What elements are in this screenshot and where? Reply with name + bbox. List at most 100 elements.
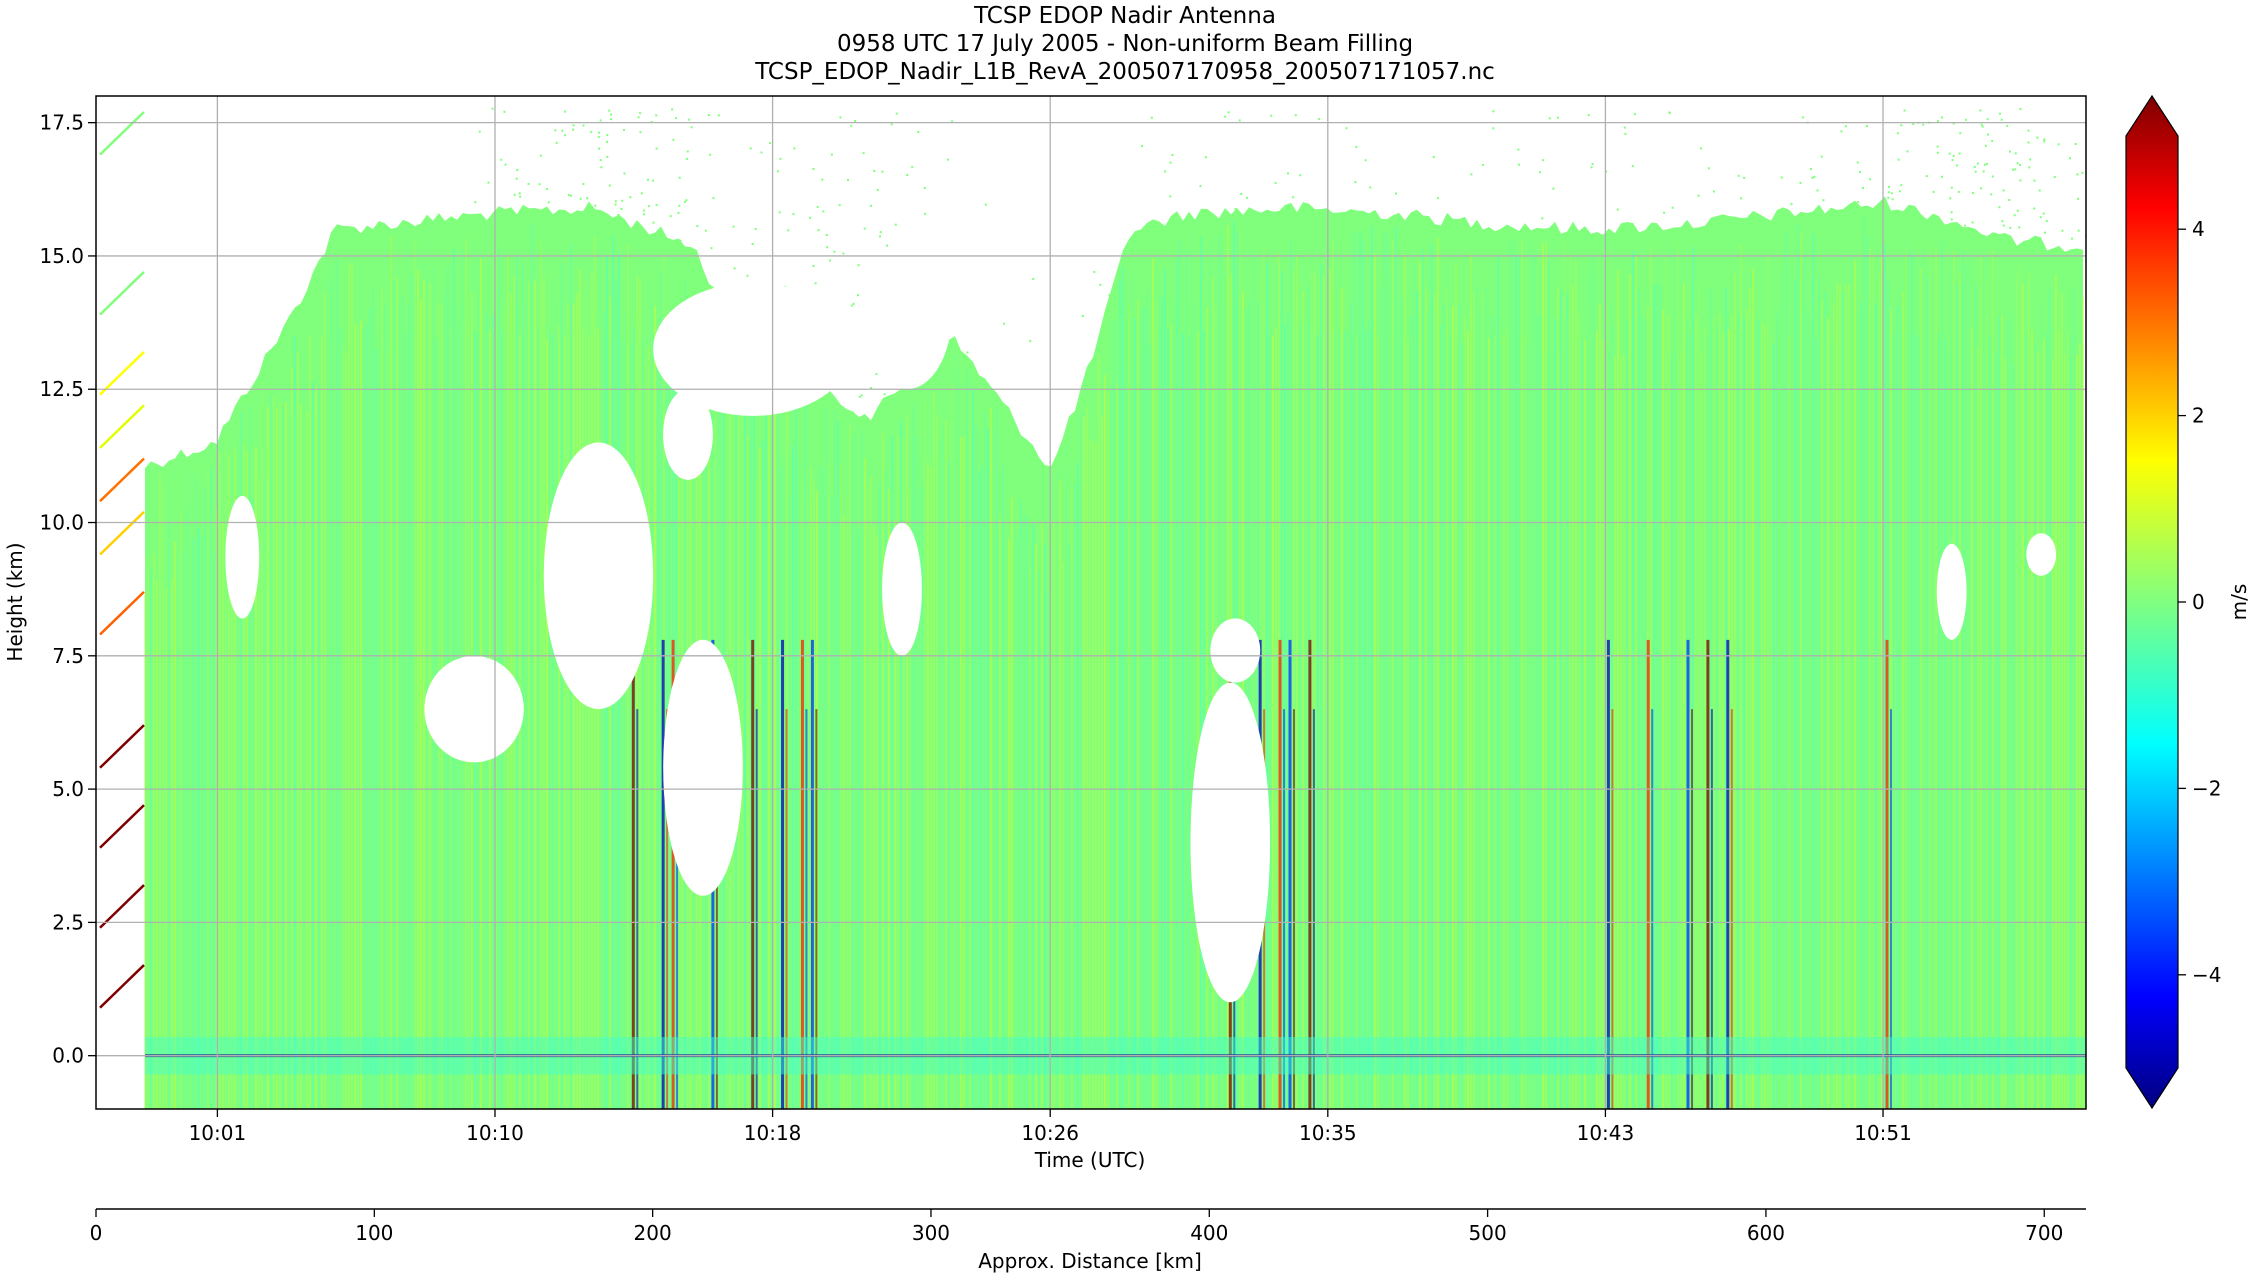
sparse-echo [2019,164,2021,166]
sparse-echo [1633,113,1636,116]
sparse-echo [2036,136,2039,139]
sparse-echo [684,200,686,203]
sparse-echo [503,110,506,113]
sparse-echo [1492,127,1495,130]
sparse-echo [2006,124,2009,127]
sparse-echo [1541,217,1544,220]
sparse-echo [1941,116,1943,119]
sparse-echo [1605,170,1608,173]
echo-gap [1936,543,1967,640]
sparse-echo [1587,114,1590,117]
sparse-echo [518,192,521,195]
sparse-echo [539,154,542,157]
sparse-echo [911,165,914,168]
sparse-echo [1224,115,1227,118]
sparse-echo [839,116,842,119]
sparse-echo [2029,158,2032,161]
echo-gap [1210,618,1261,683]
sparse-echo [1897,158,1900,161]
x-axis-label: Time (UTC) [1034,1148,1146,1172]
sparse-echo [2002,189,2005,192]
sparse-echo [2027,129,2030,132]
sparse-echo [1991,175,1994,178]
sparse-echo [579,197,582,200]
sparse-echo [1936,145,1939,148]
sparse-echo [779,157,782,160]
sparse-echo [646,178,649,181]
sparse-echo [2033,179,2036,182]
sparse-echo [696,225,699,227]
sparse-echo [1957,190,1960,193]
sparse-echo [1663,211,1666,214]
sparse-echo [1364,159,1367,162]
colorbar-tick-label: 2 [2192,404,2205,428]
sparse-echo [572,124,575,127]
sparse-echo [652,179,655,182]
sparse-echo [1985,162,1988,165]
y-tick-label: 2.5 [52,910,84,934]
sparse-echo [678,204,681,207]
sparse-echo [621,199,624,202]
sparse-echo [862,152,865,155]
sparse-echo [527,182,530,185]
sparse-echo [652,221,655,224]
edge-artifact [99,964,145,1009]
sparse-echo [515,177,518,180]
sparse-echo [599,119,602,122]
sparse-echo [1548,117,1551,120]
plot-frame [95,95,2087,1110]
sparse-echo [2002,224,2005,227]
title-line-3: TCSP_EDOP_Nadir_L1B_RevA_200507170958_20… [755,59,1495,85]
sparse-echo [869,204,872,207]
sparse-echo [776,170,779,173]
secondary-tick-label: 700 [2025,1221,2063,1245]
sparse-echo [582,183,585,185]
edge-artifact [99,351,145,396]
edge-artifact [99,111,145,156]
sparse-echo [754,227,757,230]
sparse-echo [598,131,601,134]
sparse-echo [847,179,849,181]
sparse-echo [760,151,763,154]
colorbar-tick-label: −2 [2192,776,2221,800]
sparse-echo [1999,112,2001,115]
secondary-tick-label: 100 [355,1221,393,1245]
sparse-echo [1822,199,1825,202]
sparse-echo [2044,231,2047,234]
sparse-echo [2000,118,2003,121]
sparse-echo [1631,165,1634,168]
sparse-echo [567,193,570,196]
sparse-echo [2043,138,2046,141]
sparse-echo [1199,185,1202,188]
sparse-echo [1354,181,1357,184]
sparse-echo [1979,109,1982,112]
secondary-x-axis: 0 100 200 300 400 500 600 700 Approx. Distance … [90,1208,2086,1273]
sparse-echo [474,201,477,204]
sparse-echo [792,213,795,216]
echo-gap [862,240,952,390]
sparse-echo [2019,179,2022,182]
sparse-echo [812,168,815,170]
sparse-echo [879,231,882,234]
sparse-echo [1857,201,1860,203]
echo-gap [543,442,654,710]
sparse-echo [838,204,841,207]
sparse-echo [817,229,820,232]
sparse-echo [1590,166,1593,169]
sparse-echo [2043,140,2046,143]
sparse-echo [2039,216,2042,219]
sparse-echo [1980,187,1982,190]
edge-artifact [99,884,145,929]
sparse-echo [513,193,516,196]
sparse-echo [504,163,507,166]
sparse-echo [1799,181,1802,184]
secondary-axis-label: Approx. Distance [km] [978,1249,1202,1273]
colorbar-tick-label: −4 [2192,963,2221,987]
sparse-echo [2027,141,2030,144]
sparse-echo [572,128,575,131]
sparse-echo [717,114,720,117]
sparse-echo [821,178,824,181]
sparse-echo [1801,116,1804,119]
sparse-echo [1951,159,1954,162]
sparse-echo [606,140,608,143]
